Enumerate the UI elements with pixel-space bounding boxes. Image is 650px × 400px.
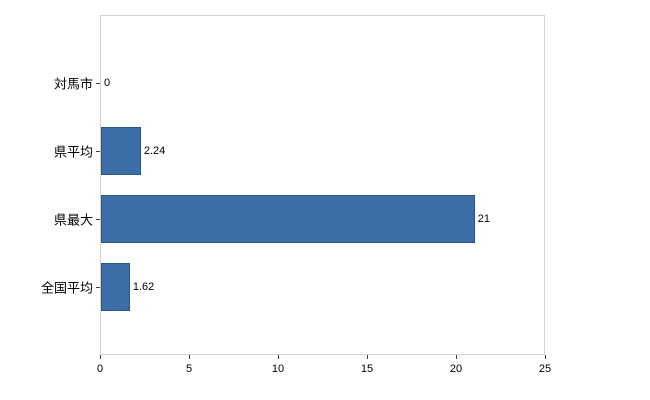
bar-value-label: 0: [104, 77, 111, 89]
y-axis-category-label: 対馬市: [53, 76, 93, 92]
bar-value-label: 21: [477, 213, 491, 225]
bar: [101, 195, 475, 243]
x-axis-tick-mark: [456, 355, 457, 359]
x-axis-tick-mark: [189, 355, 190, 359]
x-axis-tick-label: 15: [360, 363, 374, 375]
x-axis-tick-mark: [278, 355, 279, 359]
y-axis-category-label: 県平均: [53, 144, 93, 160]
bar-value-label: 2.24: [143, 145, 166, 157]
x-axis-tick-mark: [367, 355, 368, 359]
x-axis-tick-label: 25: [538, 363, 552, 375]
x-axis-tick-mark: [100, 355, 101, 359]
x-axis-tick-mark: [545, 355, 546, 359]
y-axis-tick-mark: [96, 150, 100, 152]
x-axis-tick-label: 20: [449, 363, 463, 375]
bar-value-label: 1.62: [132, 281, 155, 293]
y-axis-category-label: 県最大: [53, 212, 93, 228]
x-axis-tick-label: 10: [271, 363, 285, 375]
x-axis-tick-label: 0: [96, 363, 104, 375]
x-axis-tick-label: 5: [185, 363, 193, 375]
y-axis-category-label: 全国平均: [40, 280, 93, 296]
y-axis-tick-mark: [96, 286, 100, 288]
bar: [101, 263, 130, 311]
y-axis-tick-mark: [96, 218, 100, 220]
plot-area: [100, 15, 545, 355]
y-axis-tick-mark: [96, 82, 100, 84]
bar: [101, 127, 141, 175]
